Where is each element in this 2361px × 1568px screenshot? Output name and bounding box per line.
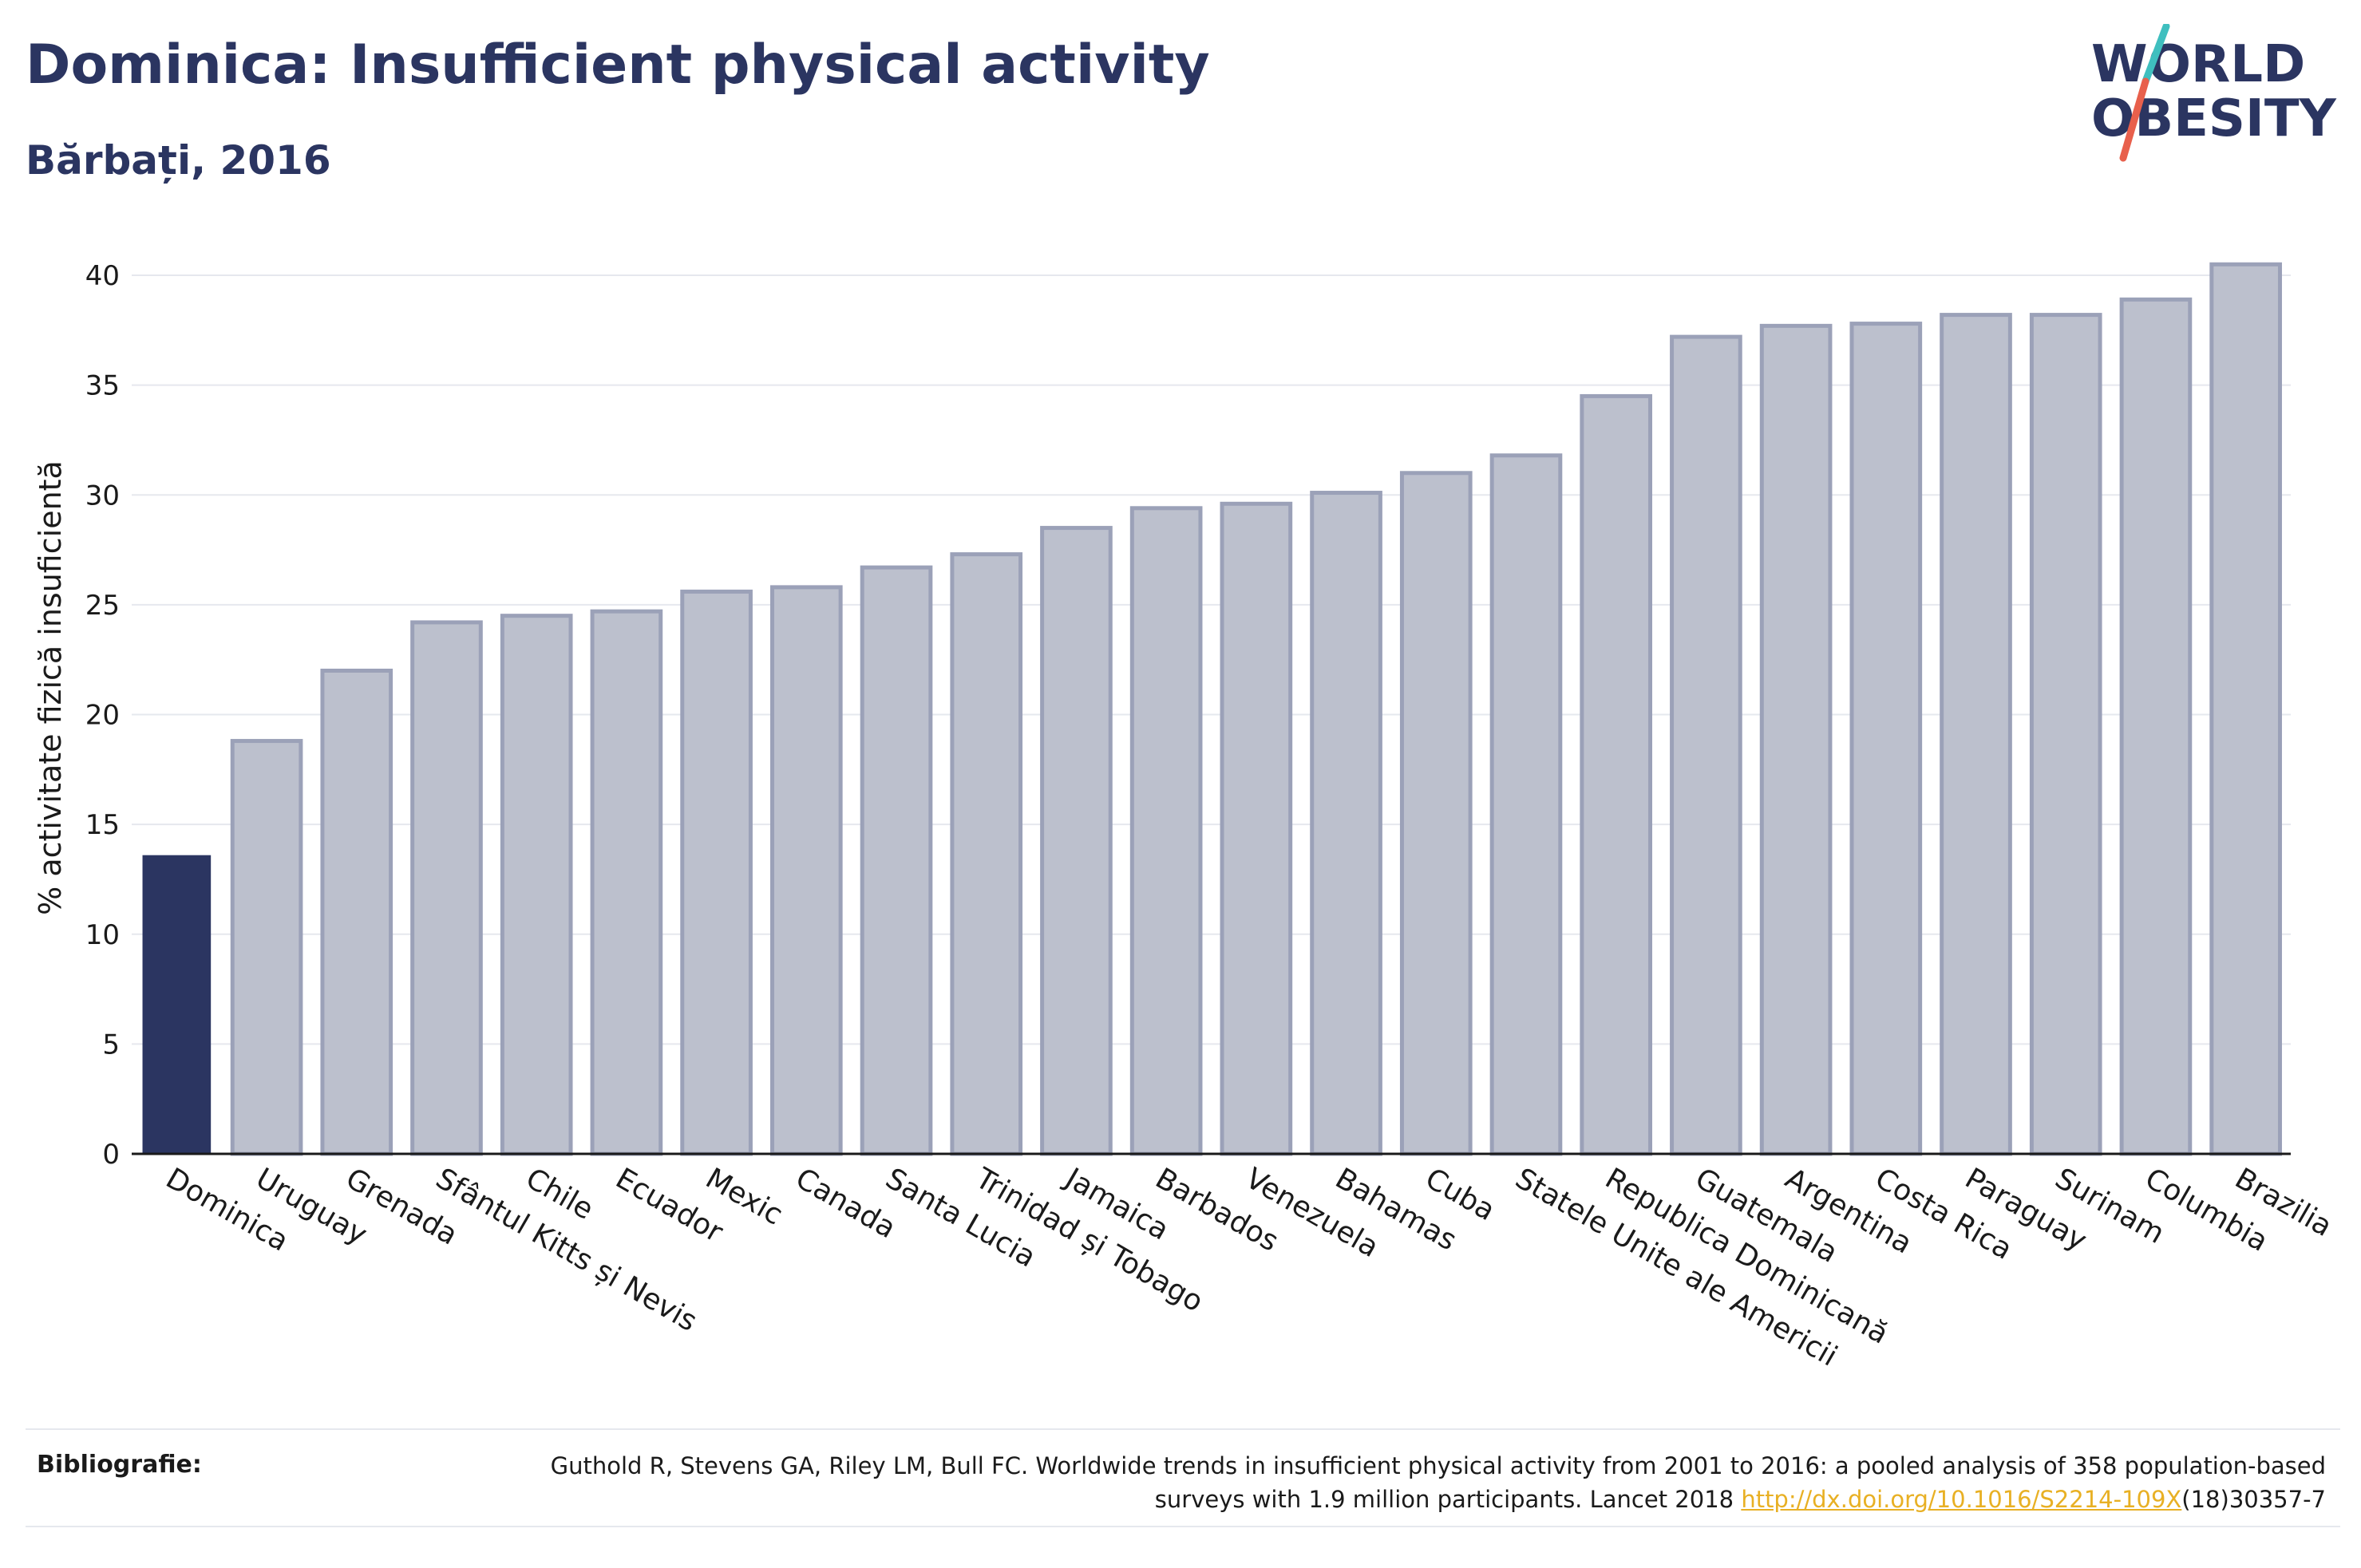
bibliography-label: Bibliografie:: [37, 1451, 202, 1479]
bar-barbados: [1129, 506, 1203, 1156]
logo-teal-stroke: [2142, 24, 2170, 85]
y-tick-label: 20: [85, 700, 120, 732]
bar-bahamas: [1310, 491, 1382, 1156]
bar-surinam: [2029, 313, 2102, 1156]
bar-santa-lucia: [860, 565, 933, 1156]
y-tick-label: 5: [102, 1029, 120, 1060]
footer-divider-top: [26, 1428, 2340, 1430]
logo-line1: WORLD: [2091, 35, 2305, 94]
bar-jamaica: [1040, 526, 1113, 1156]
y-tick-label: 10: [85, 919, 120, 951]
bar-costa-rica: [1849, 322, 1923, 1156]
bar-statele-unite-ale-americii: [1489, 453, 1563, 1156]
bar-cuba: [1399, 471, 1473, 1156]
bar-uruguay: [230, 739, 303, 1156]
chart-title: Dominica: Insufficient physical activity: [26, 34, 1210, 97]
bar-guatemala: [1670, 334, 1742, 1156]
bar-chart: 0 5 10 15 20 25 30 35 40 DominicaUruguayGrenadaS…: [33, 260, 2338, 1373]
bibliography-citation: Guthold R, Stevens GA, Riley LM, Bull FC…: [550, 1452, 2326, 1513]
axes: 0 5 10 15 20 25 30 35 40: [85, 260, 2291, 1171]
y-tick-label: 25: [85, 590, 120, 622]
bar-ecuador: [590, 609, 663, 1156]
y-tick-label: 35: [85, 370, 120, 402]
bar-argentina: [1759, 323, 1833, 1156]
bibliography-citation-end: (18)30357-7: [2181, 1486, 2326, 1513]
bar-sf-ntul-kitts-i-nevis: [410, 620, 483, 1156]
bar-brazilia: [2209, 262, 2282, 1156]
y-tick-label: 30: [85, 480, 120, 511]
bar-republica-dominican-: [1580, 393, 1653, 1156]
grid-lines: [132, 274, 2291, 1045]
bar-mexic: [680, 589, 753, 1156]
y-axis-title: % activitate fizică insuficientă: [33, 460, 68, 915]
bar-venezuela: [1220, 501, 1293, 1156]
footer-divider-bottom: [26, 1526, 2340, 1527]
y-tick-label: 15: [85, 809, 120, 841]
logo-coral-stroke: [2119, 77, 2149, 162]
bar-trinidad-i-tobago: [950, 552, 1023, 1156]
bar-grenada: [320, 668, 394, 1156]
bar-columbia: [2119, 297, 2193, 1156]
bar-paraguay: [1940, 313, 2012, 1156]
x-tick-label: Canada: [790, 1162, 901, 1245]
y-tick-label: 40: [85, 260, 120, 292]
bibliography-doi-link[interactable]: http://dx.doi.org/10.1016/S2214-109X: [1741, 1486, 2182, 1513]
bar-dominica: [142, 855, 212, 1154]
chart-subtitle: Bărbați, 2016: [26, 137, 331, 184]
world-obesity-logo: WORLD OBESITY: [2091, 24, 2336, 162]
bar-canada: [769, 585, 843, 1156]
bar-chile: [500, 614, 573, 1156]
y-tick-label: 0: [102, 1139, 120, 1171]
bibliography-text: Guthold R, Stevens GA, Riley LM, Bull FC…: [490, 1449, 2326, 1516]
bars: [142, 262, 2282, 1156]
